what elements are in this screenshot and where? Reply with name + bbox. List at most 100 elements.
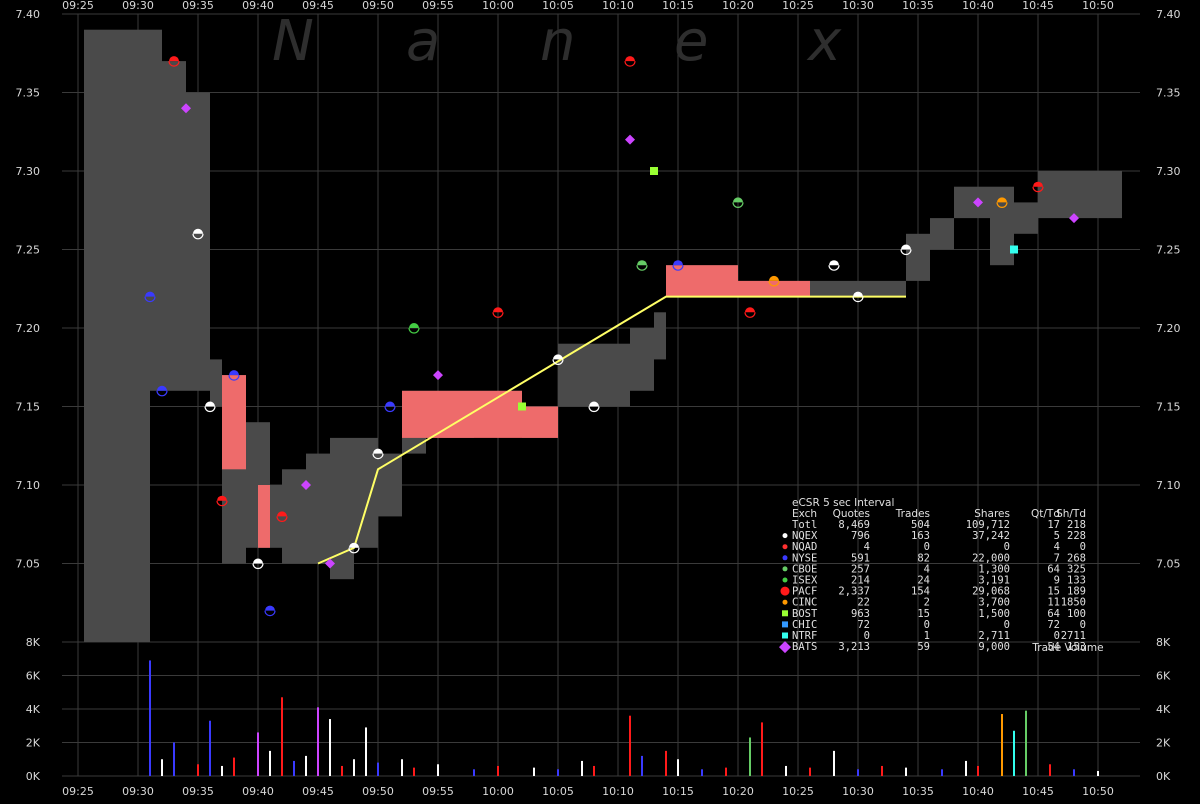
quote-marker-half	[145, 291, 155, 297]
x-tick-label-bottom: 10:40	[962, 785, 994, 798]
y-tick-label-left: 7.10	[16, 479, 41, 492]
quote-marker-half	[625, 56, 635, 62]
stats-cell: 796	[851, 530, 870, 542]
quote-marker-half	[493, 307, 503, 313]
volume-bar	[221, 765, 223, 776]
volume-bar	[593, 765, 595, 776]
legend-swatch-dot	[782, 599, 788, 605]
y-tick-label-right: 7.15	[1156, 401, 1181, 414]
quote-marker-ring	[216, 500, 228, 507]
volume-bar	[497, 765, 499, 776]
quote-marker-ring	[624, 61, 636, 67]
stats-cell: 504	[911, 519, 930, 531]
stats-cell: 72	[1047, 619, 1060, 631]
stats-cell: 0	[924, 541, 930, 553]
quote-marker-ring	[768, 280, 780, 287]
x-tick-label-top: 10:45	[1022, 0, 1054, 12]
stats-cell: 3,700	[978, 597, 1010, 609]
nbbo-band	[84, 29, 114, 642]
stats-cell: PACF	[792, 586, 817, 598]
y-tick-label-left: 7.35	[16, 87, 41, 100]
nbbo-band	[654, 312, 666, 360]
volume-bar	[977, 765, 979, 776]
quote-marker-ring	[408, 327, 420, 334]
pacf-band	[522, 406, 558, 438]
quote-marker-bats	[301, 480, 311, 490]
stats-cell: 29,068	[972, 586, 1010, 598]
y-tick-label-right: 7.20	[1156, 322, 1181, 335]
stats-cell: 2,337	[838, 586, 870, 598]
trade-line-layer	[317, 295, 906, 565]
watermark-letter: a	[406, 9, 440, 74]
stats-cell: 15	[917, 608, 930, 620]
volume-bar	[761, 722, 763, 776]
volume-tick-label-left: 4K	[26, 703, 41, 716]
quote-marker-ring	[192, 233, 204, 240]
x-tick-label-top: 09:35	[182, 0, 214, 12]
quote-marker-ring	[852, 296, 864, 303]
y-tick-label-left: 7.15	[16, 401, 41, 414]
quote-marker-ring	[900, 249, 912, 256]
stats-cell: 0	[1080, 541, 1086, 553]
stats-cell: 72	[857, 619, 870, 631]
volume-bar	[173, 742, 175, 776]
x-tick-label-bottom: 10:15	[662, 785, 694, 798]
volume-bar	[701, 769, 703, 776]
quote-marker-layer	[144, 56, 1079, 617]
stats-cell: 2,711	[978, 630, 1010, 642]
stats-cell: 0	[864, 630, 870, 642]
nbbo-band	[930, 218, 954, 250]
volume-bar	[401, 759, 403, 776]
stats-column-header: Trades	[895, 508, 930, 520]
stats-column-header: Qt/Td	[1031, 508, 1060, 520]
stats-cell: NTRF	[792, 630, 817, 642]
volume-bar	[677, 759, 679, 776]
volume-bar	[881, 765, 883, 776]
x-tick-label-top: 09:55	[422, 0, 454, 12]
x-tick-label-bottom: 10:25	[782, 785, 814, 798]
nbbo-band	[162, 61, 186, 391]
x-tick-label-bottom: 10:10	[602, 785, 634, 798]
volume-bar	[317, 707, 319, 776]
volume-tick-label-right: 4K	[1156, 703, 1171, 716]
stats-cell: 2711	[1061, 630, 1086, 642]
nbbo-band	[906, 233, 930, 281]
quote-marker-half	[349, 542, 359, 548]
volume-tick-label-left: 2K	[26, 737, 41, 750]
nbbo-band	[630, 328, 654, 391]
stats-cell: 2	[924, 597, 930, 609]
quote-marker-half	[157, 385, 167, 391]
quote-marker-half	[1033, 181, 1043, 187]
quote-marker-ring	[672, 265, 684, 271]
volume-bar	[1049, 764, 1051, 776]
stats-column-header: Quotes	[833, 508, 870, 520]
x-tick-label-bottom: 10:35	[902, 785, 934, 798]
stats-cell: 325	[1067, 563, 1086, 575]
stats-cell: 17	[1047, 519, 1060, 531]
legend-swatch-dot	[782, 533, 788, 539]
volume-bar	[641, 755, 643, 776]
legend-swatch-square	[782, 632, 788, 639]
x-tick-label-bottom: 10:50	[1082, 785, 1114, 798]
quote-marker-half	[673, 260, 683, 266]
stats-cell: 1	[924, 630, 930, 642]
nbbo-band	[306, 453, 330, 564]
stats-cell: 24	[917, 575, 930, 587]
x-tick-label-top: 10:25	[782, 0, 814, 12]
volume-bar	[557, 769, 559, 776]
stats-cell: 154	[911, 586, 930, 598]
watermark-letter: N	[272, 9, 314, 74]
stats-cell: 189	[1067, 586, 1086, 598]
stats-cell: 133	[1067, 575, 1086, 587]
quote-marker-half	[733, 197, 743, 203]
volume-bar	[353, 759, 355, 776]
quote-marker-ring	[1032, 186, 1044, 193]
volume-bar	[281, 697, 283, 776]
stats-cell: 3,213	[838, 641, 870, 653]
x-tick-label-top: 09:50	[362, 0, 394, 12]
volume-bar	[533, 767, 535, 776]
quote-marker-ring	[996, 202, 1008, 208]
volume-tick-label-left: 0K	[26, 770, 41, 783]
stats-cell: 0	[1004, 541, 1010, 553]
